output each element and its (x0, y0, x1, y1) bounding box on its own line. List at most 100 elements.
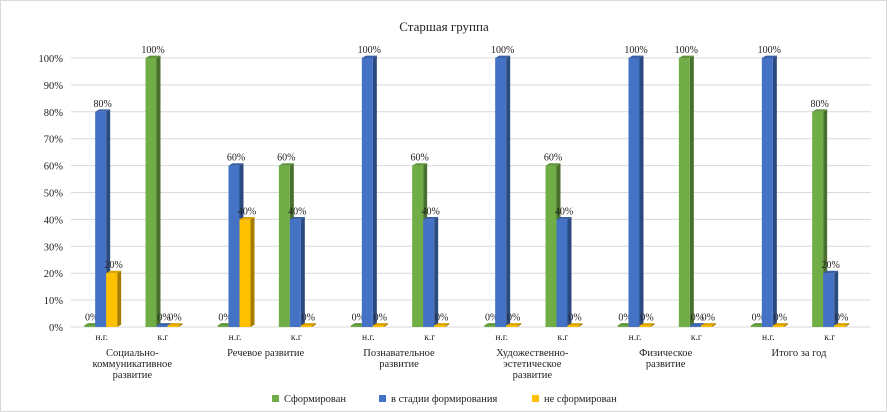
data-label: 100% (624, 45, 647, 56)
bar-top (772, 323, 788, 326)
bar-side (783, 323, 788, 327)
legend-item: не сформирован (532, 394, 617, 405)
bar-top (412, 163, 428, 166)
legend-item: в стадии формирования (379, 394, 497, 405)
x-sub-label: к.г (158, 333, 169, 343)
bar (689, 325, 701, 327)
bar-side (772, 55, 777, 327)
bar-side (506, 55, 511, 327)
bar (617, 325, 629, 327)
bar-top (823, 270, 839, 274)
bar (484, 325, 496, 327)
data-label: 0% (157, 313, 170, 324)
bar-не сформирован (567, 323, 583, 327)
data-label: 0% (835, 313, 848, 324)
data-label: 40% (238, 206, 256, 217)
x-sub-label: н.г. (762, 333, 775, 343)
bar-top (361, 55, 377, 58)
data-label: 0% (752, 313, 765, 324)
x-group-label: эстетическое (503, 359, 561, 370)
bar-side (117, 270, 122, 327)
bar-top (506, 323, 522, 326)
bar (217, 325, 229, 327)
y-tick-label: 90% (44, 81, 64, 92)
bar-в стадии формирования (761, 55, 777, 327)
data-label: 40% (421, 206, 439, 217)
bar (495, 58, 507, 327)
x-sub-label: к.г (424, 333, 435, 343)
x-sub-label: н.г. (495, 333, 508, 343)
x-group-label: Физическое (639, 348, 692, 359)
bar-top (372, 323, 388, 326)
bar (423, 219, 435, 327)
data-label: 0% (691, 313, 704, 324)
bar (750, 325, 762, 327)
bar-Сформирован (145, 55, 161, 327)
bar-top (700, 323, 716, 326)
bar (84, 325, 96, 327)
bar-top (495, 55, 511, 58)
bar (823, 273, 835, 327)
bar-side (639, 55, 644, 327)
bar (412, 165, 424, 327)
bar-top (300, 323, 316, 326)
data-label: 0% (218, 313, 231, 324)
bar (761, 58, 773, 327)
data-label: 0% (485, 313, 498, 324)
data-label: 60% (277, 153, 295, 164)
data-label: 0% (352, 313, 365, 324)
bar (567, 325, 579, 327)
data-label: 0% (568, 313, 581, 324)
bar-не сформирован (772, 323, 788, 327)
data-label: 80% (93, 99, 111, 110)
data-label: 60% (227, 153, 245, 164)
chart-title: Старшая группа (399, 19, 489, 34)
bar-top (639, 323, 655, 326)
bar (350, 325, 362, 327)
bar-top (628, 55, 644, 58)
y-tick-label: 0% (49, 323, 63, 334)
bar-в стадии формирования (423, 217, 439, 327)
bar (545, 165, 557, 327)
x-sub-label: н.г. (95, 333, 108, 343)
x-sub-label: к.г (824, 333, 835, 343)
bar-top (567, 323, 583, 326)
data-label: 100% (358, 45, 381, 56)
data-label: 20% (104, 260, 122, 271)
x-group-label: Речевое развитие (227, 348, 304, 359)
x-sub-label: н.г. (629, 333, 642, 343)
x-group-label: Художественно- (496, 348, 569, 359)
bar (772, 325, 784, 327)
bar-top (812, 109, 828, 112)
y-tick-label: 40% (44, 215, 64, 226)
bar (156, 325, 168, 327)
data-label: 0% (435, 313, 448, 324)
x-group-label: развитие (646, 359, 686, 370)
bar-top (239, 217, 255, 220)
x-sub-label: к.г (291, 333, 302, 343)
bar (556, 219, 568, 327)
y-tick-label: 80% (44, 108, 64, 119)
bar (95, 111, 107, 327)
bar-в стадии формирования (628, 55, 644, 327)
bar-side (156, 55, 161, 327)
data-label: 100% (675, 45, 698, 56)
bar-side (383, 323, 388, 327)
bar (506, 325, 518, 327)
x-group-label: Социально- (106, 348, 159, 359)
bar-top (689, 323, 705, 326)
x-group-label: Познавательное (363, 348, 435, 359)
x-group-label: развитие (113, 370, 153, 381)
bar-top (167, 323, 183, 326)
bar-side (445, 323, 450, 327)
data-label: 0% (618, 313, 631, 324)
bar (812, 111, 824, 327)
data-label: 100% (491, 45, 514, 56)
data-label: 0% (774, 313, 787, 324)
bars: 0% 80% 20% 100% 0% 0% 0% 60% 40% 60% 40% 0% 0% 100% 0%… (84, 45, 850, 328)
bar-в стадии формирования (823, 270, 839, 327)
bar-side (711, 323, 716, 327)
bar-в стадии формирования (361, 55, 377, 327)
legend-swatch (379, 395, 386, 402)
